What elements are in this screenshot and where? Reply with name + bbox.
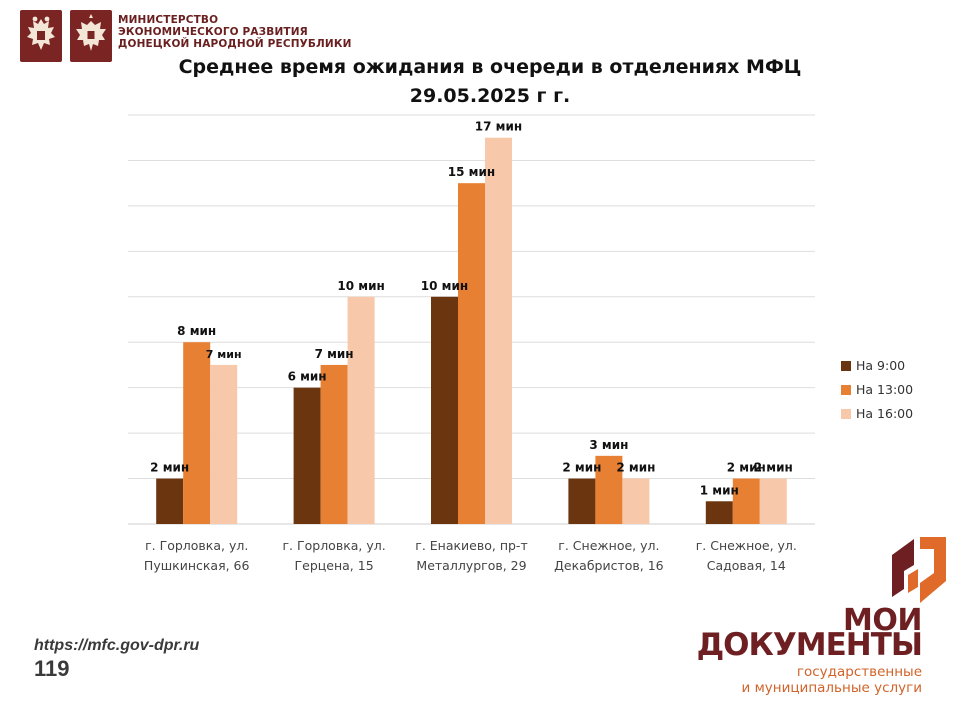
data-label: 2 мин	[150, 461, 189, 475]
bar	[732, 478, 760, 524]
legend-swatch	[841, 385, 851, 395]
data-label: 2 мин	[727, 461, 766, 475]
website-url[interactable]: https://mfc.gov-dpr.ru	[34, 637, 200, 654]
x-tick-label: Металлургов, 29	[416, 558, 526, 573]
data-label: 15 мин	[448, 165, 495, 179]
data-label: 2 мин	[754, 461, 793, 475]
bar	[156, 478, 184, 524]
chart-title: Среднее время ожидания в очереди в отдел…	[178, 56, 802, 78]
brand-tagline-line2: и муниципальные услуги	[741, 680, 922, 696]
bar	[485, 137, 512, 524]
ministry-name: МИНИСТЕРСТВО ЭКОНОМИЧЕСКОГО РАЗВИТИЯ ДОН…	[118, 14, 352, 51]
data-label: 3 мин	[589, 438, 628, 452]
legend: На 9:00 На 13:00 На 16:00	[841, 358, 913, 421]
x-tick-label: г. Горловка, ул.	[145, 538, 248, 553]
bar	[458, 183, 485, 524]
x-tick-label: г. Снежное, ул.	[696, 538, 797, 553]
bar	[759, 478, 787, 524]
data-label: 10 мин	[421, 279, 468, 293]
brand-name-line2: ДОКУМЕНТЫ	[696, 627, 923, 663]
ministry-line: ДОНЕЦКОЙ НАРОДНОЙ РЕСПУБЛИКИ	[118, 38, 352, 51]
bar	[320, 364, 348, 524]
bar	[431, 296, 458, 524]
moi-dokumenty-logo-icon	[892, 537, 946, 603]
chart-subtitle: 29.05.2025 г г.	[409, 85, 571, 107]
legend-label: На 16:00	[856, 406, 913, 421]
data-label: 17 мин	[475, 120, 522, 134]
x-tick-label: Декабристов, 16	[554, 558, 664, 573]
bar	[183, 342, 211, 524]
bar	[622, 478, 650, 524]
bar	[705, 501, 733, 524]
brand-name-line1: МОИ	[843, 603, 922, 638]
russia-coat-of-arms-icon	[20, 10, 62, 62]
bar	[347, 296, 375, 524]
ministry-line: МИНИСТЕРСТВО	[118, 14, 219, 26]
x-tick-label: Садовая, 14	[707, 558, 786, 573]
x-axis-ticks: г. Горловка, ул. Пушкинская, 66 г. Горловк…	[144, 538, 797, 573]
data-label: 7 мин	[315, 347, 354, 361]
bar	[210, 364, 238, 524]
bar	[293, 387, 321, 524]
legend-label: На 13:00	[856, 382, 913, 397]
bars	[156, 137, 787, 524]
data-label: 8 мин	[177, 324, 216, 338]
data-labels: 2 мин 8 мин 7 мин 6 мин 7 мин 10 мин 10 мин 15 …	[150, 120, 793, 498]
data-label: 2 мин	[562, 461, 601, 475]
brand-tagline-line1: государственные	[796, 664, 922, 680]
legend-swatch	[841, 361, 851, 371]
x-tick-label: Герцена, 15	[295, 558, 374, 573]
x-tick-label: г. Снежное, ул.	[558, 538, 659, 553]
bar	[595, 455, 623, 524]
hotline-number: 119	[34, 656, 70, 681]
data-label: 10 мин	[337, 279, 384, 293]
data-label: 7 мин	[206, 348, 242, 361]
data-label: 1 мин	[700, 483, 739, 497]
ministry-line: ЭКОНОМИЧЕСКОГО РАЗВИТИЯ	[118, 26, 308, 39]
x-tick-label: г. Енакиево, пр-т	[415, 538, 527, 553]
x-tick-label: г. Горловка, ул.	[282, 538, 385, 553]
dpr-coat-of-arms-icon	[70, 10, 112, 62]
legend-swatch	[841, 409, 851, 419]
x-tick-label: Пушкинская, 66	[144, 558, 250, 573]
data-label: 6 мин	[288, 370, 327, 384]
data-label: 2 мин	[616, 461, 655, 475]
bar	[568, 478, 596, 524]
legend-label: На 9:00	[856, 358, 905, 373]
